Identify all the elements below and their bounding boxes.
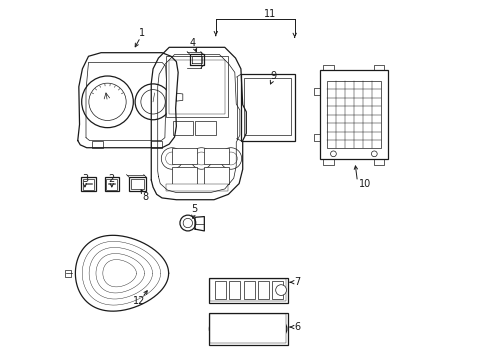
Text: 1: 1 — [138, 28, 144, 38]
Text: 8: 8 — [142, 192, 149, 202]
Circle shape — [183, 219, 192, 228]
Bar — [233, 318, 241, 339]
Bar — [210, 315, 285, 343]
Circle shape — [224, 152, 237, 165]
Bar — [208, 278, 287, 303]
Bar — [255, 318, 263, 339]
Bar — [165, 56, 228, 117]
Circle shape — [195, 152, 207, 165]
Circle shape — [220, 148, 241, 169]
Circle shape — [161, 148, 183, 169]
Bar — [169, 60, 224, 114]
Circle shape — [190, 148, 212, 169]
Bar — [172, 121, 193, 135]
Bar — [165, 184, 228, 192]
Circle shape — [165, 152, 178, 165]
Bar — [204, 167, 229, 184]
Bar — [272, 281, 283, 299]
Bar — [204, 148, 229, 164]
Bar — [65, 270, 70, 277]
Circle shape — [89, 83, 126, 121]
Bar — [319, 70, 387, 159]
Circle shape — [135, 84, 171, 120]
Circle shape — [141, 90, 165, 114]
Bar — [195, 121, 215, 135]
Bar — [151, 140, 162, 148]
Text: 6: 6 — [294, 322, 300, 332]
Bar — [208, 313, 287, 345]
Bar — [172, 167, 197, 184]
Text: 5: 5 — [191, 204, 197, 215]
Bar — [265, 318, 273, 339]
Bar — [104, 177, 119, 192]
Bar — [83, 179, 94, 190]
Bar — [172, 148, 197, 164]
Circle shape — [212, 323, 224, 334]
Circle shape — [371, 151, 376, 157]
Circle shape — [180, 215, 195, 231]
Circle shape — [81, 76, 133, 128]
Bar — [131, 179, 144, 189]
Bar — [92, 140, 102, 148]
Circle shape — [330, 151, 336, 157]
Text: 2: 2 — [108, 174, 115, 184]
Bar — [106, 179, 117, 190]
Bar — [244, 281, 254, 299]
Text: 7: 7 — [294, 277, 300, 287]
Bar — [81, 177, 96, 192]
Text: 12: 12 — [132, 296, 144, 306]
Text: 3: 3 — [81, 174, 88, 184]
Text: 9: 9 — [270, 71, 276, 81]
Circle shape — [209, 319, 227, 338]
Bar — [244, 318, 252, 339]
Bar — [241, 74, 294, 140]
Bar — [244, 78, 290, 135]
Bar — [215, 281, 225, 299]
Circle shape — [275, 285, 286, 296]
Bar — [229, 281, 240, 299]
Text: 10: 10 — [359, 179, 371, 189]
Text: 4: 4 — [189, 38, 195, 48]
Bar — [210, 279, 285, 301]
Bar — [326, 81, 380, 148]
Circle shape — [267, 319, 286, 338]
Text: 11: 11 — [264, 9, 276, 19]
Bar — [129, 177, 146, 192]
Circle shape — [271, 323, 283, 334]
Bar — [258, 281, 268, 299]
